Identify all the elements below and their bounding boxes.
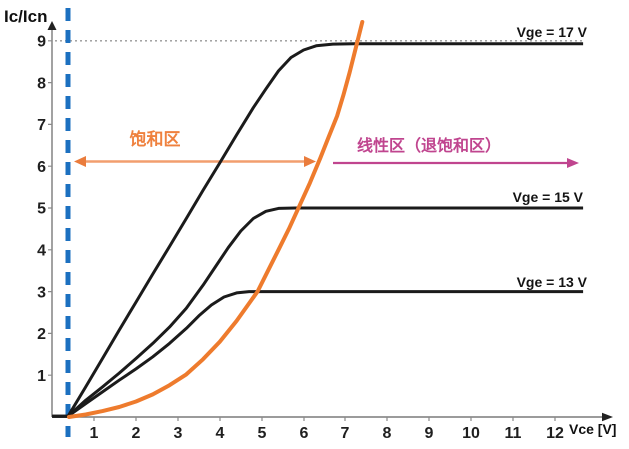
y-tick-label-3: 3 [37, 285, 46, 302]
x-tick-label-10: 10 [462, 425, 480, 442]
y-tick-label-5: 5 [37, 201, 46, 218]
y-tick-marks [48, 40, 52, 376]
desaturation-curve [67, 20, 365, 419]
y-axis-arrow-icon [47, 21, 57, 30]
x-tick-label-3: 3 [174, 425, 183, 442]
y-tick-label-4: 4 [37, 243, 46, 260]
vge-17v-label: Vge = 17 V [517, 24, 588, 40]
x-tick-label-1: 1 [90, 425, 99, 442]
saturation-region-label: 饱和区 [130, 129, 181, 149]
linear-region-label: 线性区（退饱和区） [357, 136, 501, 155]
x-tick-marks [93, 417, 556, 421]
x-tick-label-9: 9 [425, 425, 434, 442]
x-tick-label-2: 2 [132, 425, 141, 442]
x-tick-label-4: 4 [216, 425, 225, 442]
vge-15v-label: Vge = 15 V [513, 189, 584, 205]
x-axis-title: Vce [V] [569, 421, 616, 437]
x-tick-label-8: 8 [383, 425, 392, 442]
saturation-arrow-right-head-icon [304, 156, 316, 167]
curve-vge-15v [52, 206, 584, 418]
y-tick-label-8: 8 [37, 76, 46, 93]
x-tick-label-7: 7 [341, 425, 350, 442]
linear-arrow-right-head-icon [567, 158, 579, 168]
vge-13v-label: Vge = 13 V [517, 274, 588, 290]
y-tick-label-1: 1 [37, 368, 46, 385]
y-tick-label-9: 9 [37, 34, 46, 51]
x-axis-arrow-icon [602, 412, 613, 422]
y-axis-title: Ic/Icn [4, 7, 47, 26]
curve-vge-13v [52, 290, 584, 418]
y-tick-label-2: 2 [37, 326, 46, 343]
saturation-arrow-left-head-icon [74, 156, 86, 167]
linear-region-arrow [333, 158, 579, 168]
curve-vge-17v [52, 42, 584, 418]
x-tick-label-5: 5 [258, 425, 267, 442]
x-tick-label-11: 11 [505, 425, 522, 442]
y-tick-label-6: 6 [37, 159, 46, 176]
y-tick-label-7: 7 [37, 117, 46, 134]
x-tick-label-6: 6 [300, 425, 309, 442]
saturation-region-arrow [74, 156, 316, 167]
x-tick-label-12: 12 [546, 425, 564, 442]
